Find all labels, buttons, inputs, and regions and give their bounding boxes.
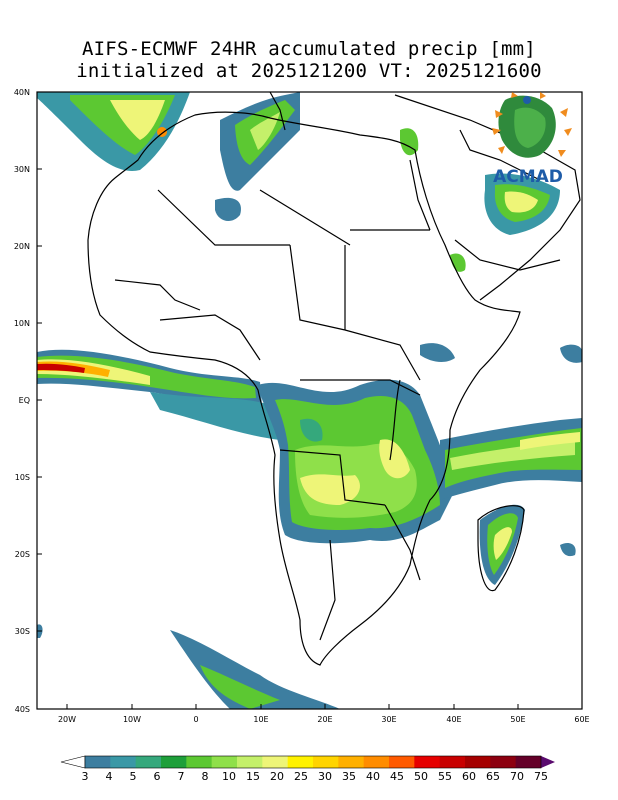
lon-label: 10W [123, 715, 141, 724]
lat-label: 30S [15, 627, 30, 636]
lon-label: 10E [253, 715, 268, 724]
lon-label: 60E [574, 715, 589, 724]
colorbar-label: 40 [366, 770, 380, 783]
lat-label: 30N [14, 165, 30, 174]
lat-label: 20S [15, 550, 30, 559]
colorbar-low-arrow [60, 755, 86, 769]
latitude-labels: 40N 30N 20N 10N EQ 10S 20S 30S 40S [14, 88, 30, 714]
colorbar-swatch [313, 756, 339, 768]
colorbar-label: 45 [390, 770, 404, 783]
lon-label: 40E [446, 715, 461, 724]
colorbar-label: 65 [486, 770, 500, 783]
colorbar: 3 4 5 6 7 8 10 15 20 25 30 35 40 45 50 55 60 65 70 75 [60, 755, 555, 783]
lat-label: 10S [15, 473, 30, 482]
longitude-labels: 20W 10W 0 10E 20E 30E 40E 50E 60E [58, 715, 590, 724]
colorbar-swatch [490, 756, 517, 768]
lon-label: 30E [381, 715, 396, 724]
colorbar-label: 10 [222, 770, 236, 783]
colorbar-swatch [414, 756, 441, 768]
water-drop-icon [523, 96, 531, 104]
colorbar-swatch [237, 756, 263, 768]
lat-label: 10N [14, 319, 30, 328]
map-title-line1: AIFS-ECMWF 24HR accumulated precip [mm] [82, 38, 536, 60]
logo-label: ACMAD [493, 167, 563, 187]
colorbar-label: 3 [82, 770, 89, 783]
lon-label: 20E [317, 715, 332, 724]
colorbar-label: 8 [202, 770, 209, 783]
colorbar-label: 5 [130, 770, 137, 783]
colorbar-label: 70 [510, 770, 524, 783]
axis-ticks [37, 168, 519, 709]
colorbar-swatch [186, 756, 213, 768]
lat-label: 40S [15, 705, 30, 714]
colorbar-outline [84, 755, 542, 769]
colorbar-label: 15 [246, 770, 260, 783]
colorbar-label: 75 [534, 770, 548, 783]
colorbar-swatch [439, 756, 466, 768]
colorbar-swatch [287, 756, 314, 768]
colorbar-swatch [338, 756, 365, 768]
colorbar-swatch [515, 756, 542, 768]
colorbar-label: 60 [462, 770, 476, 783]
map-title-line2: initialized at 2025121200 VT: 2025121600 [76, 60, 542, 82]
coastlines [87, 91, 581, 666]
lat-label: 40N [14, 88, 30, 97]
lat-label: 20N [14, 242, 30, 251]
colorbar-label: 35 [342, 770, 356, 783]
colorbar-label: 25 [294, 770, 308, 783]
colorbar-swatch [262, 756, 289, 768]
colorbar-label: 4 [106, 770, 113, 783]
colorbar-swatch [85, 756, 111, 768]
colorbar-label: 30 [318, 770, 332, 783]
colorbar-swatch [110, 756, 137, 768]
precip-fields [37, 92, 582, 709]
colorbar-high-arrow [541, 756, 555, 768]
colorbar-label: 50 [414, 770, 428, 783]
colorbar-label: 20 [270, 770, 284, 783]
lon-label: 0 [193, 715, 198, 724]
acmad-logo: ACMAD [492, 92, 572, 187]
colorbar-label: 6 [154, 770, 161, 783]
lat-label: EQ [19, 396, 30, 405]
colorbar-swatch [465, 756, 491, 768]
sun-rays-icon [492, 92, 572, 157]
colorbar-swatch [211, 756, 238, 768]
lon-label: 20W [58, 715, 76, 724]
colorbar-swatch [161, 756, 187, 768]
colorbar-swatch [389, 756, 415, 768]
colorbar-label: 7 [178, 770, 185, 783]
lon-label: 50E [510, 715, 525, 724]
colorbar-swatch [135, 756, 162, 768]
colorbar-swatch [363, 756, 390, 768]
colorbar-label: 55 [438, 770, 452, 783]
